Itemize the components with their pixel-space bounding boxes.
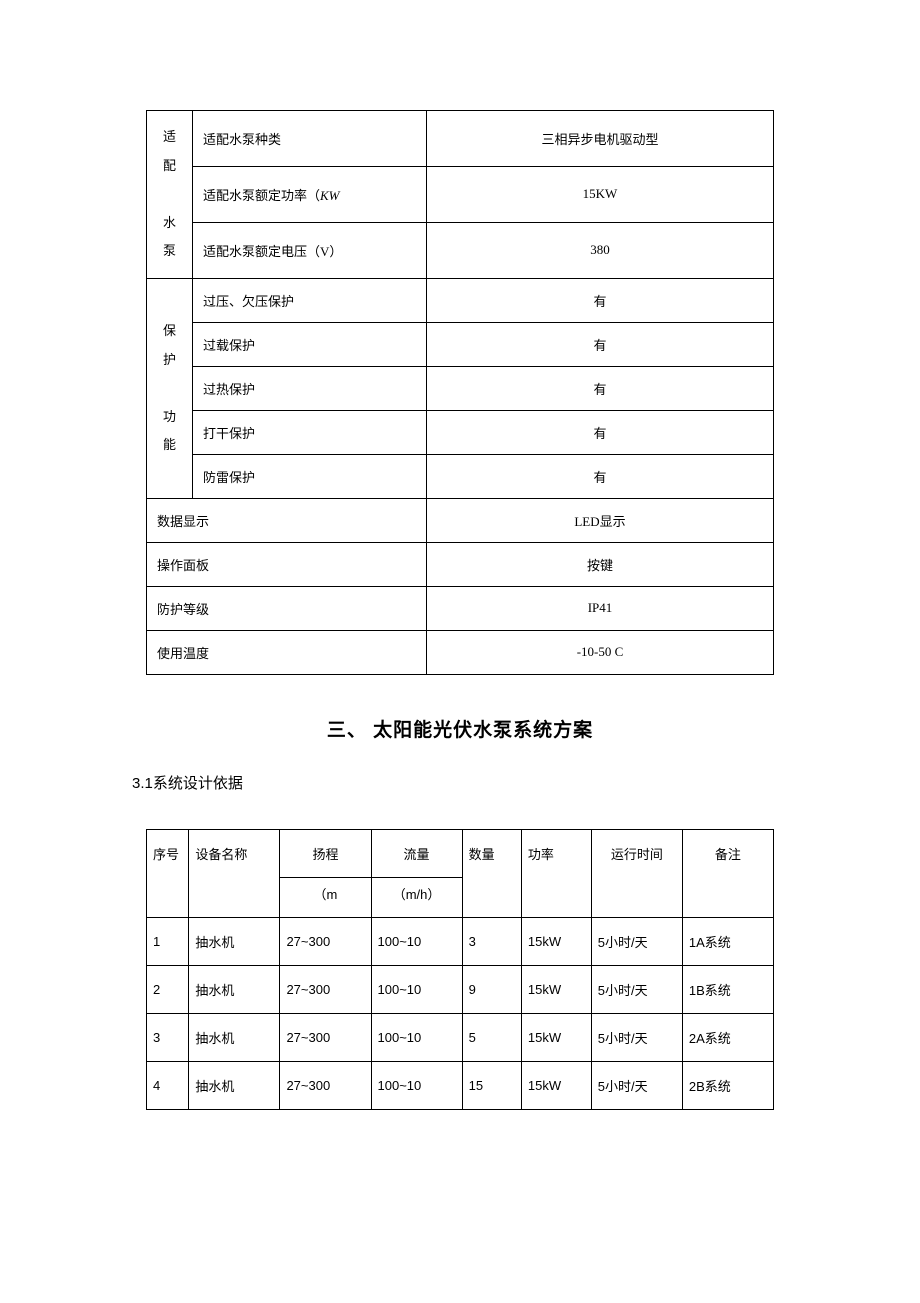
param-label: 适配水泵种类 — [193, 111, 427, 167]
cell-flow: 100~10 — [371, 917, 462, 965]
table-row: 过载保护 有 — [147, 322, 774, 366]
cell-name: 抽水机 — [189, 1061, 280, 1109]
cell-qty: 9 — [462, 965, 521, 1013]
col-time: 运行时间 — [591, 829, 682, 917]
cell-flow: 100~10 — [371, 1061, 462, 1109]
section-title: 三、 太阳能光伏水泵系统方案 — [146, 715, 774, 742]
col-head: 扬程 — [280, 829, 371, 877]
table-row: 保护功能 过压、欠压保护 有 — [147, 278, 774, 322]
table-row: 使用温度 -10-50 C — [147, 630, 774, 674]
cell-qty: 3 — [462, 917, 521, 965]
cell-note: 2B系统 — [682, 1061, 773, 1109]
param-label: 防护等级 — [147, 586, 427, 630]
table-row: 过热保护 有 — [147, 366, 774, 410]
table-row: 3抽水机27~300100~10515kW5小时/天2A系统 — [147, 1013, 774, 1061]
design-table: 序号 设备名称 扬程 流量 数量 功率 运行时间 备注 （m （m/h） 1抽水… — [146, 829, 774, 1110]
table-row: 1抽水机27~300100~10315kW5小时/天1A系统 — [147, 917, 774, 965]
cell-seq: 3 — [147, 1013, 189, 1061]
param-value: 有 — [427, 278, 774, 322]
cell-time: 5小时/天 — [591, 965, 682, 1013]
param-value: -10-50 C — [427, 630, 774, 674]
col-name: 设备名称 — [189, 829, 280, 917]
param-label: 使用温度 — [147, 630, 427, 674]
col-note: 备注 — [682, 829, 773, 917]
table-row: 打干保护 有 — [147, 410, 774, 454]
cell-note: 1A系统 — [682, 917, 773, 965]
table-header-row: 序号 设备名称 扬程 流量 数量 功率 运行时间 备注 — [147, 829, 774, 877]
param-value: 380 — [427, 222, 774, 278]
cell-flow: 100~10 — [371, 965, 462, 1013]
param-value: 按键 — [427, 542, 774, 586]
cell-time: 5小时/天 — [591, 1061, 682, 1109]
cell-seq: 1 — [147, 917, 189, 965]
param-label: 过热保护 — [193, 366, 427, 410]
table-row: 数据显示 LED显示 — [147, 498, 774, 542]
param-label: 适配水泵额定电压（V） — [193, 222, 427, 278]
cell-head: 27~300 — [280, 965, 371, 1013]
cell-seq: 2 — [147, 965, 189, 1013]
param-label: 防雷保护 — [193, 454, 427, 498]
cell-head: 27~300 — [280, 917, 371, 965]
table-row: 2抽水机27~300100~10915kW5小时/天1B系统 — [147, 965, 774, 1013]
spec-table: 适配水泵 适配水泵种类 三相异步电机驱动型 适配水泵额定功率（KW 15KW 适… — [146, 110, 774, 675]
cell-seq: 4 — [147, 1061, 189, 1109]
col-power: 功率 — [521, 829, 591, 917]
param-label: 过载保护 — [193, 322, 427, 366]
cell-power: 15kW — [521, 1061, 591, 1109]
cell-note: 1B系统 — [682, 965, 773, 1013]
param-label: 操作面板 — [147, 542, 427, 586]
col-seq: 序号 — [147, 829, 189, 917]
cell-note: 2A系统 — [682, 1013, 773, 1061]
param-value: LED显示 — [427, 498, 774, 542]
cell-name: 抽水机 — [189, 917, 280, 965]
param-label: 适配水泵额定功率（KW — [193, 166, 427, 222]
cell-name: 抽水机 — [189, 1013, 280, 1061]
page: 适配水泵 适配水泵种类 三相异步电机驱动型 适配水泵额定功率（KW 15KW 适… — [0, 0, 920, 1190]
group-label-protect: 保护功能 — [147, 278, 193, 498]
table-row: 防雷保护 有 — [147, 454, 774, 498]
col-head-unit: （m — [280, 877, 371, 917]
param-label: 过压、欠压保护 — [193, 278, 427, 322]
subsection-heading: 3.1系统设计依据 — [132, 772, 774, 793]
col-flow-unit: （m/h） — [371, 877, 462, 917]
param-label: 打干保护 — [193, 410, 427, 454]
param-value: 有 — [427, 410, 774, 454]
table-row: 适配水泵额定功率（KW 15KW — [147, 166, 774, 222]
cell-flow: 100~10 — [371, 1013, 462, 1061]
param-value: 15KW — [427, 166, 774, 222]
cell-head: 27~300 — [280, 1061, 371, 1109]
param-value: IP41 — [427, 586, 774, 630]
table-row: 适配水泵额定电压（V） 380 — [147, 222, 774, 278]
cell-head: 27~300 — [280, 1013, 371, 1061]
col-qty: 数量 — [462, 829, 521, 917]
param-value: 有 — [427, 366, 774, 410]
param-label: 数据显示 — [147, 498, 427, 542]
col-flow: 流量 — [371, 829, 462, 877]
cell-time: 5小时/天 — [591, 1013, 682, 1061]
cell-qty: 15 — [462, 1061, 521, 1109]
cell-power: 15kW — [521, 917, 591, 965]
cell-power: 15kW — [521, 1013, 591, 1061]
param-value: 有 — [427, 322, 774, 366]
cell-time: 5小时/天 — [591, 917, 682, 965]
table-row: 防护等级 IP41 — [147, 586, 774, 630]
cell-power: 15kW — [521, 965, 591, 1013]
group-label-pump: 适配水泵 — [147, 111, 193, 279]
table-row: 操作面板 按键 — [147, 542, 774, 586]
cell-name: 抽水机 — [189, 965, 280, 1013]
table-row: 适配水泵 适配水泵种类 三相异步电机驱动型 — [147, 111, 774, 167]
param-value: 三相异步电机驱动型 — [427, 111, 774, 167]
param-value: 有 — [427, 454, 774, 498]
cell-qty: 5 — [462, 1013, 521, 1061]
table-row: 4抽水机27~300100~101515kW5小时/天2B系统 — [147, 1061, 774, 1109]
